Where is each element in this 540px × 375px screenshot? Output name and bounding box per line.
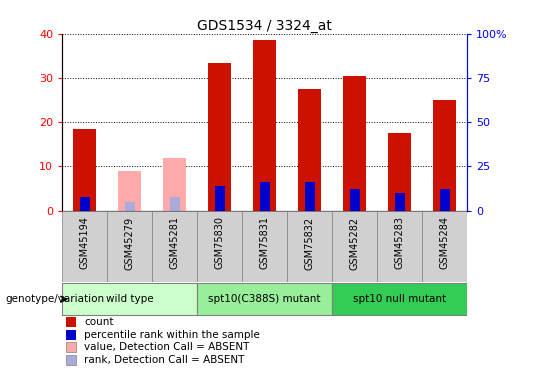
Bar: [66, 317, 76, 327]
Bar: [197, 283, 332, 315]
Bar: [66, 355, 76, 365]
Bar: [170, 198, 180, 211]
Bar: [152, 211, 197, 282]
Bar: [305, 182, 315, 211]
Text: value, Detection Call = ABSENT: value, Detection Call = ABSENT: [84, 342, 249, 352]
Bar: [208, 63, 231, 211]
Text: rank, Detection Call = ABSENT: rank, Detection Call = ABSENT: [84, 355, 245, 365]
Bar: [62, 211, 107, 282]
Text: GSM75830: GSM75830: [214, 216, 225, 269]
Bar: [299, 89, 321, 211]
Bar: [422, 211, 467, 282]
Text: GSM75832: GSM75832: [305, 216, 315, 270]
Text: percentile rank within the sample: percentile rank within the sample: [84, 330, 260, 340]
Bar: [197, 211, 242, 282]
Bar: [118, 171, 141, 211]
Bar: [214, 186, 225, 211]
Bar: [388, 133, 411, 211]
Text: GSM75831: GSM75831: [260, 216, 269, 269]
Bar: [163, 158, 186, 211]
Text: GSM45284: GSM45284: [440, 216, 450, 269]
Bar: [242, 211, 287, 282]
Bar: [79, 198, 90, 211]
Text: spt10(C388S) mutant: spt10(C388S) mutant: [208, 294, 321, 304]
Text: wild type: wild type: [106, 294, 153, 304]
Text: GSM45282: GSM45282: [349, 216, 360, 270]
Bar: [253, 40, 276, 211]
Text: spt10 null mutant: spt10 null mutant: [353, 294, 446, 304]
Bar: [125, 202, 134, 211]
Bar: [332, 211, 377, 282]
Bar: [440, 189, 450, 211]
Bar: [62, 283, 197, 315]
Bar: [332, 283, 467, 315]
Bar: [107, 211, 152, 282]
Title: GDS1534 / 3324_at: GDS1534 / 3324_at: [197, 19, 332, 33]
Text: genotype/variation: genotype/variation: [5, 294, 105, 304]
Bar: [343, 76, 366, 211]
Text: GSM45279: GSM45279: [125, 216, 134, 270]
Bar: [260, 182, 269, 211]
Bar: [395, 193, 404, 211]
Bar: [349, 189, 360, 211]
Bar: [73, 129, 96, 211]
Bar: [66, 330, 76, 340]
Bar: [434, 100, 456, 211]
Text: GSM45281: GSM45281: [170, 216, 180, 269]
Text: GSM45194: GSM45194: [79, 216, 90, 269]
Bar: [377, 211, 422, 282]
Text: count: count: [84, 317, 114, 327]
Text: GSM45283: GSM45283: [395, 216, 404, 269]
Bar: [66, 342, 76, 352]
Bar: [287, 211, 332, 282]
